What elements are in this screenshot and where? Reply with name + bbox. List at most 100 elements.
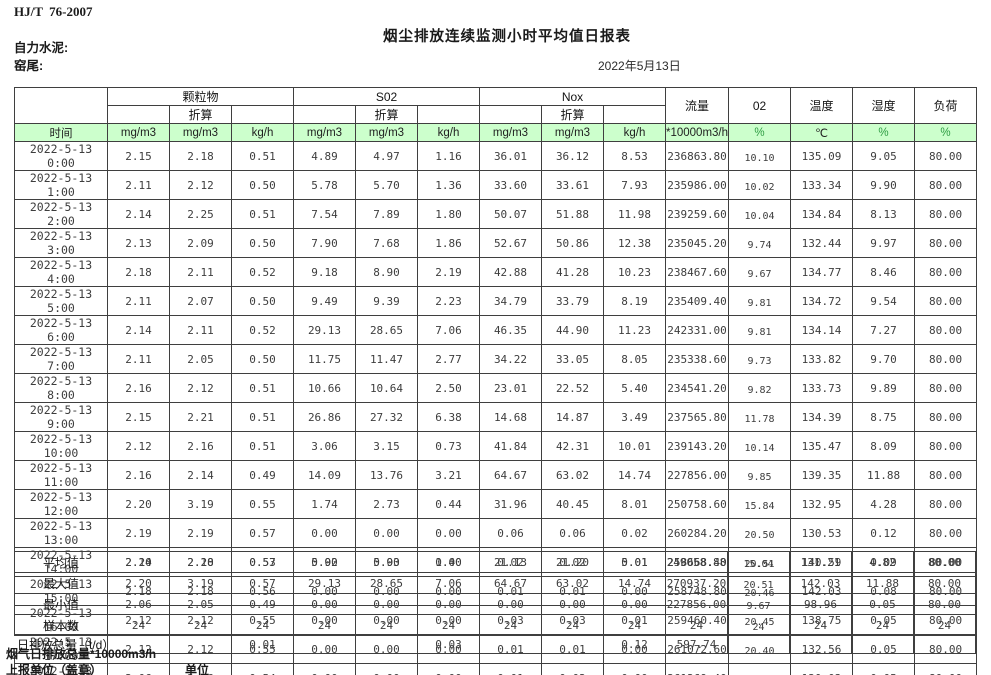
unit-header-9: *10000m3/h <box>664 123 730 142</box>
value-cell: 0.51 <box>231 431 294 461</box>
value-cell: 34.22 <box>479 344 542 374</box>
value-cell: 36.12 <box>541 141 604 171</box>
summary-value-cell: 28.65 <box>355 572 418 594</box>
value-cell: 2.11 <box>169 315 232 345</box>
value-cell: 23.01 <box>479 373 542 403</box>
unit-header-3: mg/m3 <box>293 123 356 142</box>
value-cell: 29.13 <box>293 315 356 345</box>
summary-value-cell: 80.00 <box>913 572 976 594</box>
summary-label: 平均值 <box>14 551 108 573</box>
value-cell: 0.00 <box>417 518 480 548</box>
column-blank <box>293 105 356 124</box>
summary-value-cell: 24 <box>603 614 666 636</box>
group-header-0: 颗粒物 <box>107 87 294 106</box>
summary-value-cell: 80.00 <box>913 551 976 573</box>
value-cell: 80.00 <box>914 402 978 432</box>
kiln-label: 窑尾: <box>14 59 44 73</box>
value-cell: 42.88 <box>479 257 542 287</box>
summary-value-cell: 21.13 <box>479 551 542 573</box>
summary-value-cell: 5.93 <box>355 551 418 573</box>
summary-value-cell: 131.21 <box>789 551 852 573</box>
column-blank <box>417 105 480 124</box>
value-cell: 13.76 <box>355 460 418 490</box>
value-cell: 0.05 <box>852 663 916 675</box>
value-cell: 2.15 <box>107 141 170 171</box>
value-cell: 135.47 <box>790 431 854 461</box>
table-row: 2022-5-13 7:00 2.11 2.05 0.50 11.75 11.47 2.77… <box>14 344 978 374</box>
table-row: 2022-5-13 8:00 2.16 2.12 0.51 10.66 10.64 2.50… <box>14 373 978 403</box>
value-cell: 235409.40 <box>664 286 730 316</box>
value-cell: 133.34 <box>790 170 854 200</box>
summary-value-cell: 2.05 <box>169 593 232 615</box>
value-cell: 80.00 <box>914 199 978 229</box>
summary-value-cell: 0.00 <box>293 593 356 615</box>
value-cell: 64.67 <box>479 460 542 490</box>
time-cell: 2022-5-13 10:00 <box>14 431 108 461</box>
value-cell: 41.84 <box>479 431 542 461</box>
summary-value-cell: 0.00 <box>541 593 604 615</box>
unit-header-12: % <box>852 123 916 142</box>
value-cell: 10.66 <box>293 373 356 403</box>
daily-total-label: 日排放总量（t/d） <box>14 635 170 654</box>
value-cell: 2.15 <box>107 402 170 432</box>
summary-row: 平均值 2.14 2.18 0.53 5.92 5.93 1.40 21.13 21.20 5.0… <box>14 551 976 573</box>
value-cell: 238467.60 <box>664 257 730 287</box>
value-cell: 134.14 <box>790 315 854 345</box>
value-cell: 1.86 <box>417 228 480 258</box>
value-cell: 2.11 <box>107 344 170 374</box>
value-cell: 11.78 <box>728 402 792 432</box>
unit-header-6: mg/m3 <box>479 123 542 142</box>
value-cell: 50.86 <box>541 228 604 258</box>
value-cell: 63.02 <box>541 460 604 490</box>
value-cell: 80.00 <box>914 228 978 258</box>
value-cell: 0.00 <box>293 518 356 548</box>
summary-value-cell: 0.00 <box>417 593 480 615</box>
value-cell: 130.53 <box>790 518 854 548</box>
value-cell: 14.74 <box>603 460 666 490</box>
value-cell: 8.19 <box>603 286 666 316</box>
value-cell: 236863.80 <box>664 141 730 171</box>
summary-value-cell: 0.00 <box>479 593 542 615</box>
value-cell: 46.35 <box>479 315 542 345</box>
value-cell: 9.49 <box>293 286 356 316</box>
value-cell: 7.06 <box>417 315 480 345</box>
column-blank <box>603 105 666 124</box>
summary-value-cell: 11.88 <box>851 572 914 594</box>
value-cell: 239259.60 <box>664 199 730 229</box>
summary-value-cell: 0.00 <box>355 593 418 615</box>
table-row: 2022-5-13 12:00 2.20 3.19 0.55 1.74 2.73 0.44 3… <box>14 489 978 519</box>
value-cell: 10.04 <box>728 199 792 229</box>
value-cell: 2.12 <box>169 170 232 200</box>
unit-header-4: mg/m3 <box>355 123 418 142</box>
value-cell: 0.12 <box>852 518 916 548</box>
value-cell: 261269.40 <box>664 663 730 675</box>
value-cell: 80.00 <box>914 373 978 403</box>
table-row: 2022-5-13 0:00 2.15 2.18 0.51 4.89 4.97 1.16 36… <box>14 141 978 171</box>
summary-value-cell: 20.51 <box>727 572 790 594</box>
summary-value-cell: 142.03 <box>789 572 852 594</box>
value-cell: 20.50 <box>728 518 792 548</box>
company-name: 自力水泥: <box>14 41 69 55</box>
value-cell: 4.89 <box>293 141 356 171</box>
value-cell: 3.06 <box>293 431 356 461</box>
time-cell: 2022-5-13 7:00 <box>14 344 108 374</box>
time-cell: 2022-5-13 2:00 <box>14 199 108 229</box>
time-cell: 2022-5-13 0:00 <box>14 141 108 171</box>
value-cell: 2.12 <box>107 431 170 461</box>
value-cell: 2.23 <box>417 286 480 316</box>
value-cell: 2.13 <box>107 228 170 258</box>
value-cell: 22.52 <box>541 373 604 403</box>
summary-value-cell: 24 <box>355 614 418 636</box>
value-cell: 1.16 <box>417 141 480 171</box>
value-cell: 9.89 <box>852 373 916 403</box>
value-cell: 235986.00 <box>664 170 730 200</box>
header-row-groups: 颗粒物 S02 Nox 流量 02 温度 湿度 负荷 <box>14 87 978 124</box>
value-cell: 8.75 <box>852 402 916 432</box>
daily-total-cell <box>541 635 604 654</box>
value-cell: 26.86 <box>293 402 356 432</box>
summary-value-cell: 15.04 <box>727 551 790 573</box>
value-cell: 134.72 <box>790 286 854 316</box>
value-cell: 14.68 <box>479 402 542 432</box>
footer-reporting-unit: 上报单位（盖章） <box>6 663 103 675</box>
